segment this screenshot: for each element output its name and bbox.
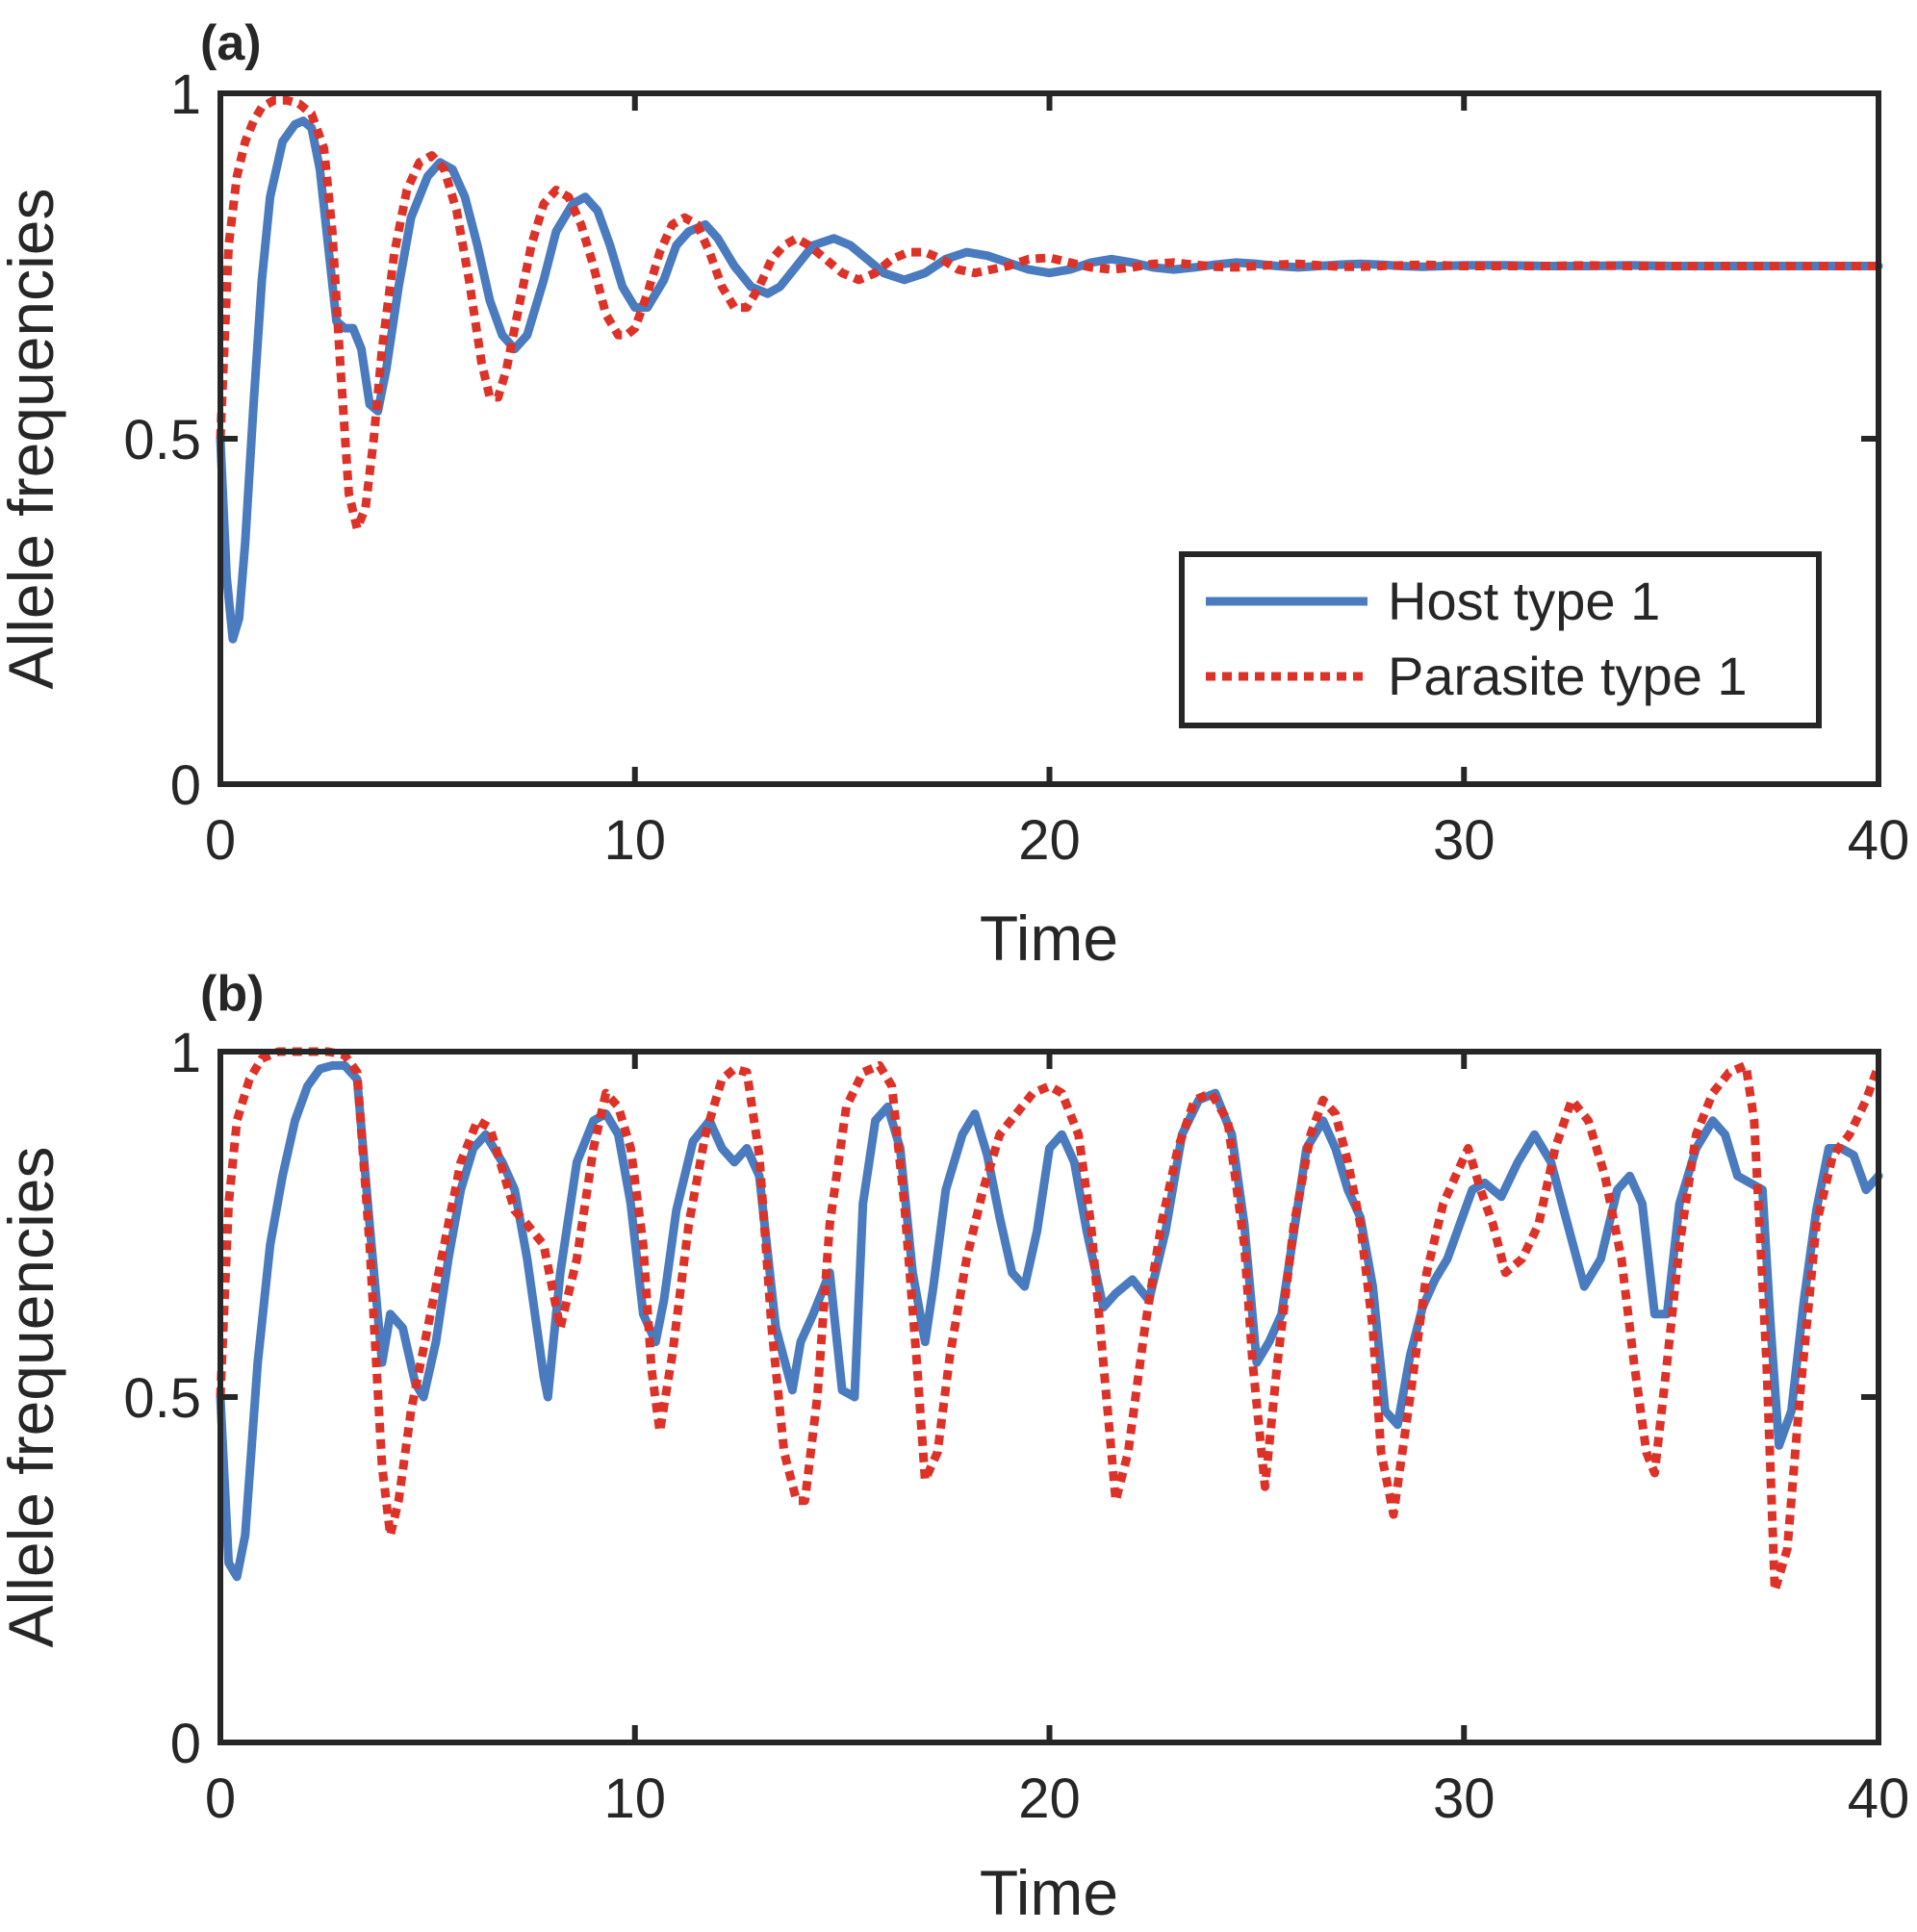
panel-b-y-tick-label: 1	[170, 1022, 201, 1084]
legend-parasite-label: Parasite type 1	[1388, 646, 1748, 706]
panel-b-x-tick-label: 40	[1848, 1767, 1910, 1830]
panel-a-y-tick-label: 1	[170, 64, 201, 126]
panel-a-y-axis-label: Allele frequencies	[0, 189, 66, 690]
panel-b-y-tick-label: 0.5	[123, 1367, 201, 1430]
legend-box	[1179, 551, 1822, 728]
panel-b-series-group	[216, 1047, 1883, 1595]
panel-a-x-tick-label: 40	[1848, 809, 1910, 872]
panel-b-ticks: 0 10 20 30 40 0 0.5 1	[123, 1022, 1909, 1830]
panel-a-x-tick-label: 0	[205, 809, 236, 872]
panel-a-y-tick-label: 0	[170, 754, 201, 817]
panel-a-y-tick-label: 0.5	[123, 409, 201, 471]
panel-a-ticks: 0 10 20 30 40 0 0.5 1	[123, 64, 1909, 872]
panel-a-x-axis-label: Time	[980, 902, 1118, 974]
panel-b-y-axis-label: Allele frequencies	[0, 1147, 66, 1648]
panel-b: (b) 0 10 20 30 40 0 0.5 1 Time Allele frequenci…	[0, 966, 1909, 1928]
legend: Host type 1 Parasite type 1	[1179, 551, 1822, 728]
panel-a-x-tick-label: 20	[1018, 809, 1081, 872]
panel-a: (a) 0 10 20 30 40 0 0.5 1 Time Allele frequenci…	[0, 15, 1909, 974]
panel-b-label: (b)	[200, 966, 264, 1022]
panel-a-x-tick-label: 30	[1433, 809, 1495, 872]
panel-a-x-tick-label: 10	[603, 809, 666, 872]
panel-b-x-axis-label: Time	[980, 1857, 1118, 1928]
panel-a-series-group	[216, 95, 1883, 644]
panel-b-x-tick-label: 10	[603, 1767, 666, 1830]
panel-b-x-tick-label: 0	[205, 1767, 236, 1830]
panel-a-series-parasite-type-1-line	[216, 95, 1879, 533]
panel-b-x-tick-label: 20	[1018, 1767, 1081, 1830]
panel-b-x-tick-label: 30	[1433, 1767, 1495, 1830]
panel-b-y-tick-label: 0	[170, 1713, 201, 1775]
legend-host-label: Host type 1	[1388, 571, 1660, 631]
panel-a-label: (a)	[200, 15, 262, 71]
